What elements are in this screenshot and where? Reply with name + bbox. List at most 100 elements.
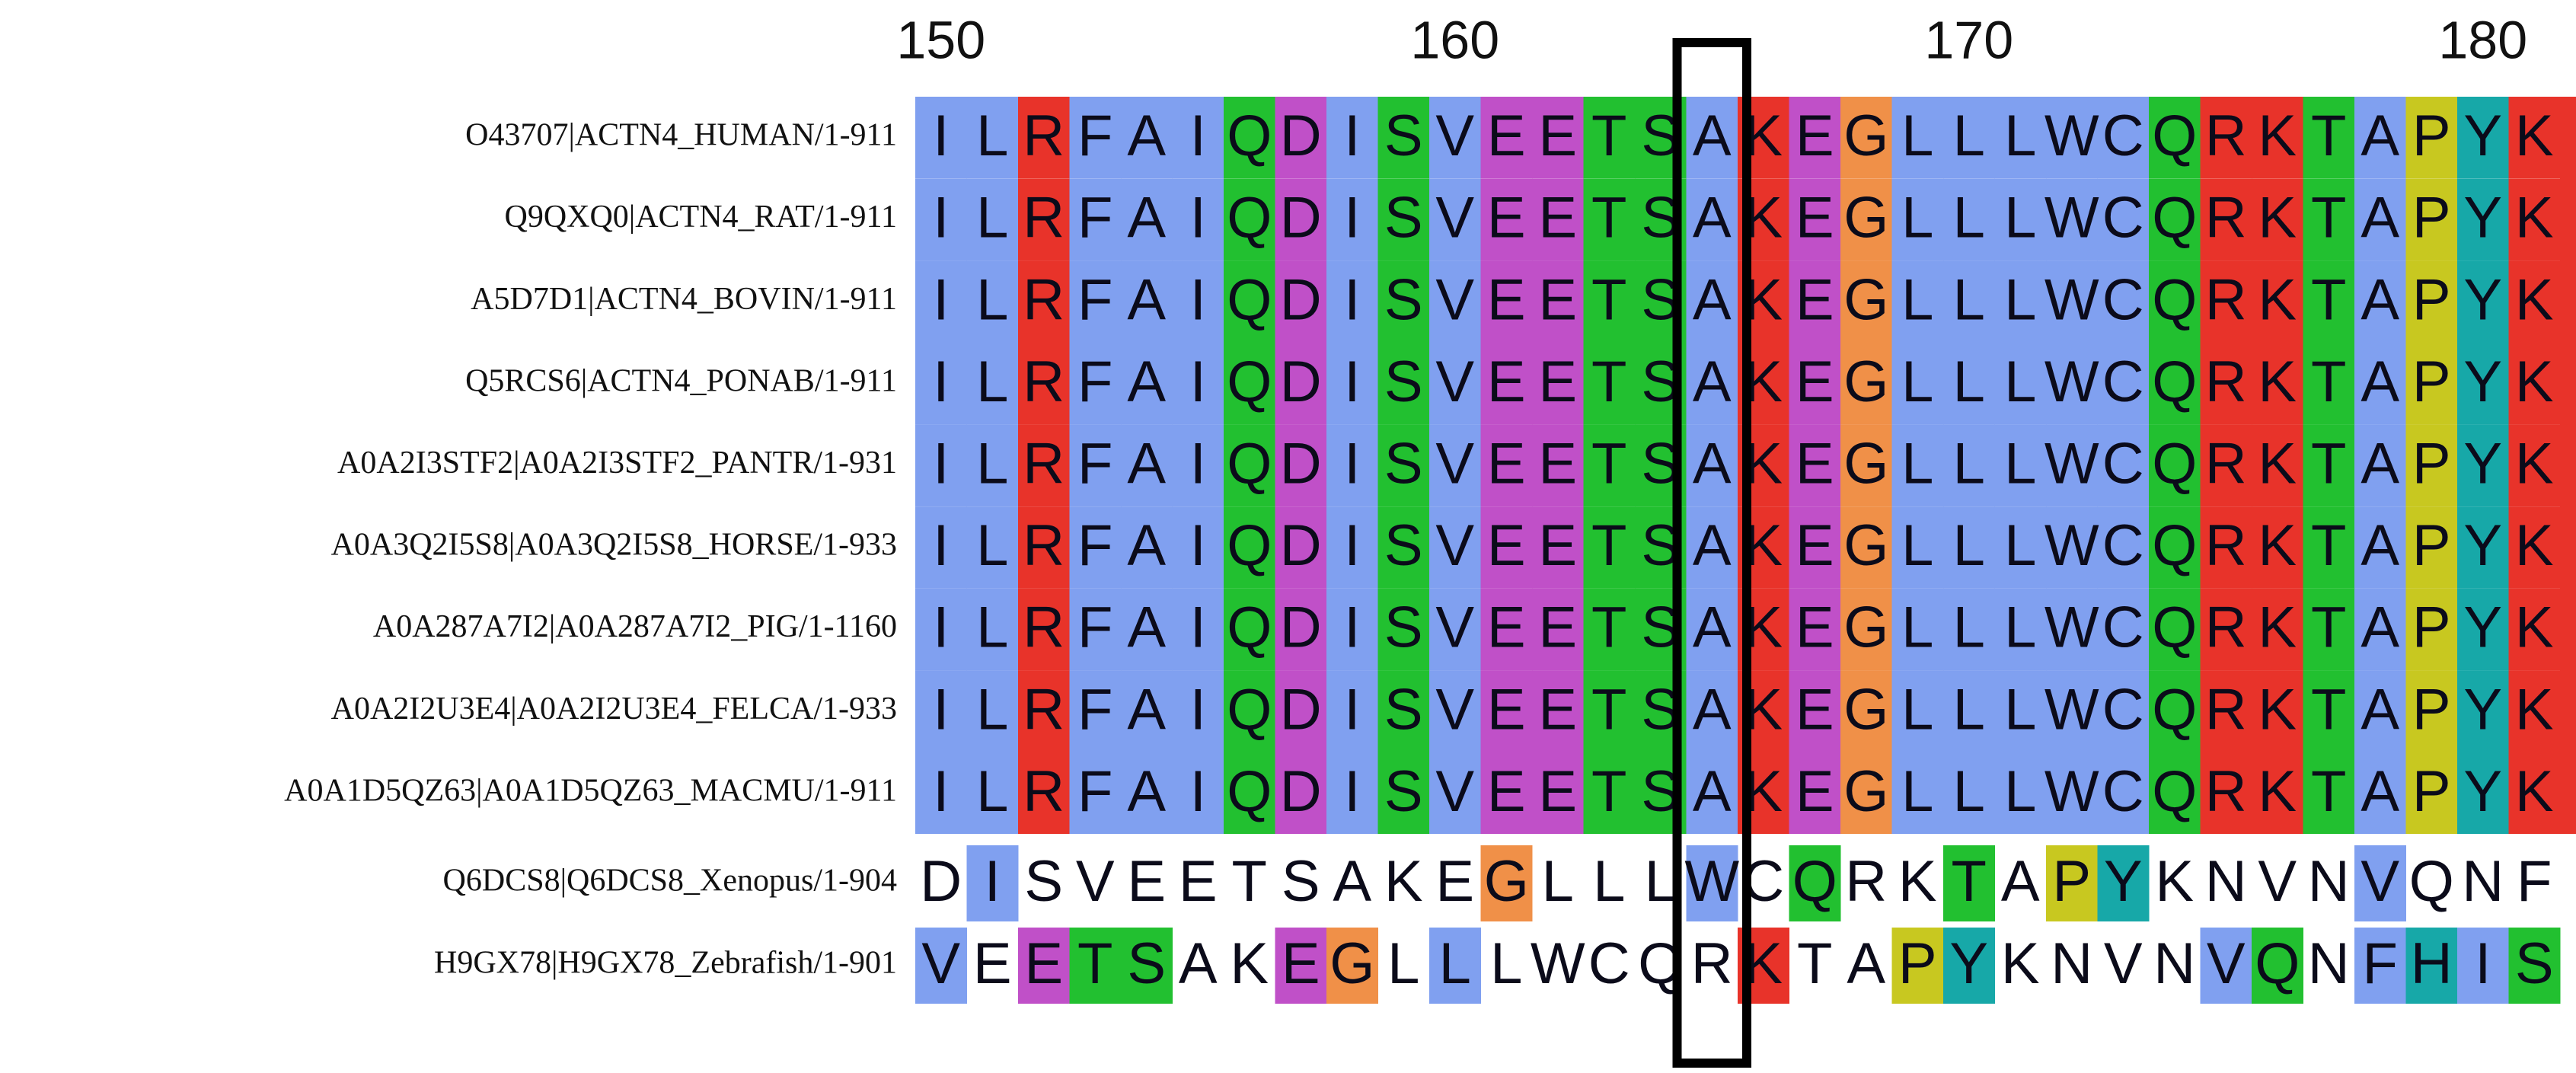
residue-cell [966,670,1019,752]
residue: A [1127,677,1166,742]
residue: L [1901,104,1933,168]
residue: C [2102,759,2144,824]
residue: Q [1227,186,1272,251]
sequence-label: A5D7D1|ACTN4_BOVIN/1-911 [471,282,897,317]
residue-cell [1686,506,1738,589]
residue: E [1487,350,1526,414]
residue: T [2311,596,2346,660]
residue-cell [2405,928,2458,1004]
residue-cell [1069,178,1122,261]
residue-cell [1994,178,2047,261]
residue: T [2311,186,2346,251]
residue: L [1901,596,1933,660]
residue-cell [2303,424,2355,507]
ruler-label: 150 [896,10,985,69]
residue: V [1435,596,1474,660]
residue-cell [2200,97,2252,179]
residue-cell [2508,928,2561,1004]
residue-cell [1943,424,1995,507]
residue-cell [2508,260,2561,343]
residue-cell [1891,752,1944,834]
residue: W [1531,931,1585,996]
residue: R [1023,104,1065,168]
residue: R [2205,431,2247,496]
residue: Q [1227,267,1272,332]
residue: C [2102,350,2144,414]
residue: A [1847,931,1885,996]
residue: G [1843,677,1888,742]
residue-cell [915,97,967,179]
residue-cell [1224,178,1275,261]
residue: L [1953,350,1985,414]
residue-cell [1943,343,1995,425]
residue: R [2205,677,2247,742]
residue: R [2205,186,2247,251]
residue: G [1843,596,1888,660]
residue: Y [2463,513,2502,578]
residue: I [2475,931,2491,996]
residue: A [1127,596,1166,660]
residue-cell [1686,752,1738,834]
residue: D [1280,431,1322,496]
residue: E [1538,186,1577,251]
residue: D [1280,759,1322,824]
residue: I [1190,267,1206,332]
residue: S [1384,677,1423,742]
residue: P [2412,677,2451,742]
residue-cell [1480,670,1533,752]
residue-cell [1840,343,1892,425]
residue-cell [2303,752,2355,834]
residue: T [1591,431,1626,496]
residue: L [2004,596,2036,660]
residue-cell [2354,260,2406,343]
residue-cell [2097,670,2150,752]
residue-cell [1789,588,1841,671]
residue-cell [1275,752,1327,834]
residue-cell [1275,178,1327,261]
residue-cell [2200,670,2252,752]
residue: P [2412,596,2451,660]
residue-cell [1943,178,1995,261]
residue-cell [915,670,967,752]
residue: S [1127,931,1166,996]
residue: Q [2409,849,2454,914]
residue: D [1280,677,1322,742]
residue-cell [1583,588,1636,671]
residue-cell [1429,670,1481,752]
residue-cell [1994,424,2047,507]
residue: L [976,186,1008,251]
residue-cell [2405,506,2458,589]
residue-cell [2354,670,2406,752]
residue-cell [2149,670,2201,752]
sequence-label: A0A2I3STF2|A0A2I3STF2_PANTR/1-931 [337,445,897,481]
residue: A [1127,350,1166,414]
residue-cell [1789,343,1841,425]
residue-cell [1789,670,1841,752]
residue-cell [1275,670,1327,752]
ruler-label: 170 [1924,10,2013,69]
sequence-label: H9GX78|H9GX78_Zebrafish/1-901 [434,946,897,981]
residue-cell [1994,97,2047,179]
residue: S [1024,849,1063,914]
residue: E [1487,104,1526,168]
residue: P [2412,104,2451,168]
residue: K [1898,849,1937,914]
residue-cell [1275,260,1327,343]
residue-cell [2149,752,2201,834]
residue: H [2411,931,2453,996]
residue-cell [1840,97,1892,179]
residue: E [1024,931,1063,996]
residue: Q [2152,431,2197,496]
residue-cell [1789,845,1841,921]
residue: L [976,596,1008,660]
residue: Q [2152,677,2197,742]
residue: R [1023,513,1065,578]
residue: I [1344,596,1360,660]
residue-cell [1429,588,1481,671]
residue: V [2361,849,2399,914]
residue: N [2153,931,2195,996]
residue: P [2412,759,2451,824]
residue: G [1843,431,1888,496]
residue: A [2361,104,2399,168]
residue: L [976,350,1008,414]
